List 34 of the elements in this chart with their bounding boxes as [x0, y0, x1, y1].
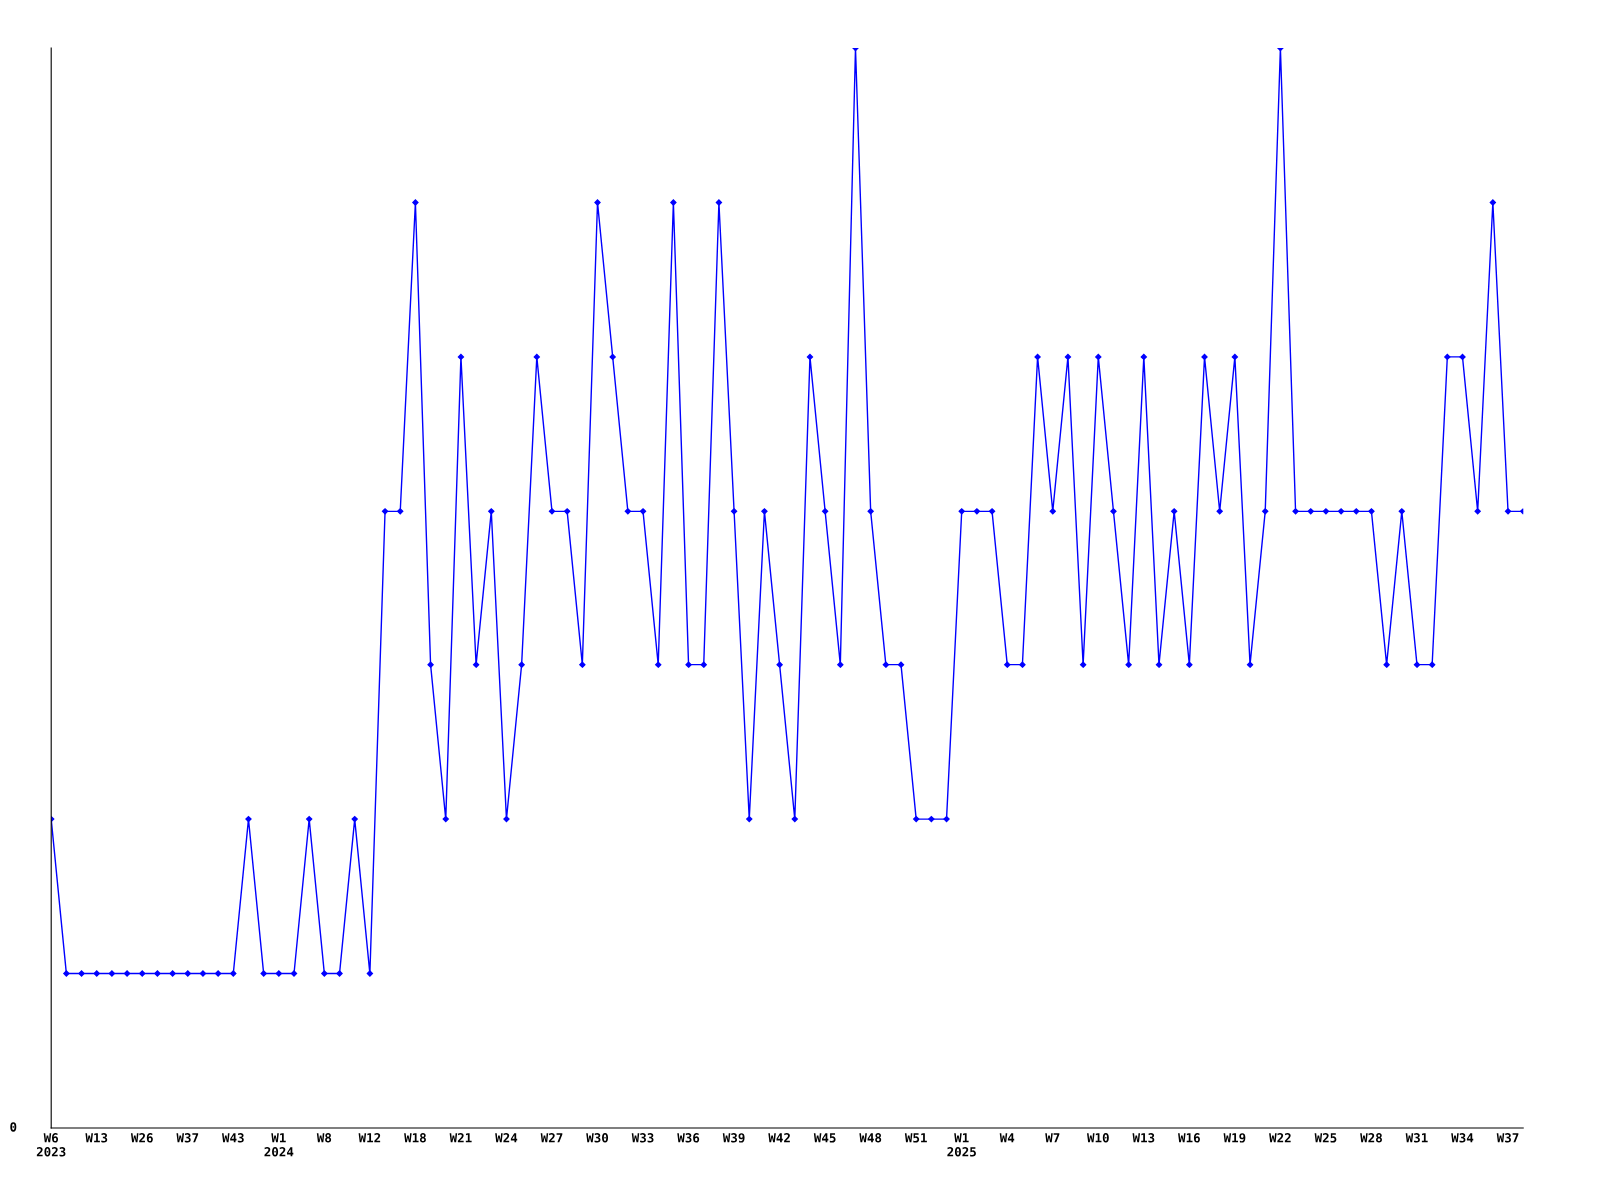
x-tick-label: W26	[130, 1133, 153, 1143]
x-tick-label: W34	[1451, 1133, 1474, 1143]
x-tick-label: W25	[1314, 1133, 1337, 1143]
x-tick-label: W24	[495, 1133, 518, 1143]
x-tick-label: W36	[677, 1133, 700, 1143]
x-tick-label: W45	[813, 1133, 836, 1143]
x-tick-label: W48	[859, 1133, 882, 1143]
x-tick-label: W37	[176, 1133, 199, 1143]
x-tick-label: W28	[1360, 1133, 1382, 1143]
x-tick-label: W12	[358, 1133, 381, 1143]
x-tick-label: W21	[449, 1133, 472, 1143]
text: 0	[10, 1122, 17, 1132]
x-tick-label: W42	[768, 1133, 790, 1143]
x-tick-label: W1 2024	[264, 1133, 294, 1157]
x-tick-label: W19	[1223, 1133, 1246, 1143]
x-tick-label: W33	[631, 1133, 654, 1143]
x-tick-label: W39	[722, 1133, 745, 1143]
x-tick-label: W6 2023	[36, 1133, 66, 1157]
x-tick-label: W16	[1178, 1133, 1200, 1143]
x-tick-label: W13	[1132, 1133, 1155, 1143]
x-tick-label: W18	[404, 1133, 426, 1143]
x-tick-label: W22	[1269, 1133, 1291, 1143]
x-tick-label: W7	[1045, 1133, 1060, 1143]
x-tick-label: W43	[222, 1133, 244, 1143]
x-tick-label: W37	[1496, 1133, 1519, 1143]
x-tick-label: W1 2025	[947, 1133, 976, 1157]
x-tick-label: W10	[1087, 1133, 1109, 1143]
x-tick-label: W51	[904, 1133, 927, 1143]
x-tick-label: W27	[540, 1133, 563, 1143]
x-tick-label: W30	[586, 1133, 609, 1143]
x-tick-label: W13	[85, 1133, 108, 1143]
x-tick-label: W8	[316, 1133, 332, 1143]
x-tick-label: W4	[999, 1133, 1015, 1143]
x-tick-label: W31	[1405, 1133, 1428, 1143]
